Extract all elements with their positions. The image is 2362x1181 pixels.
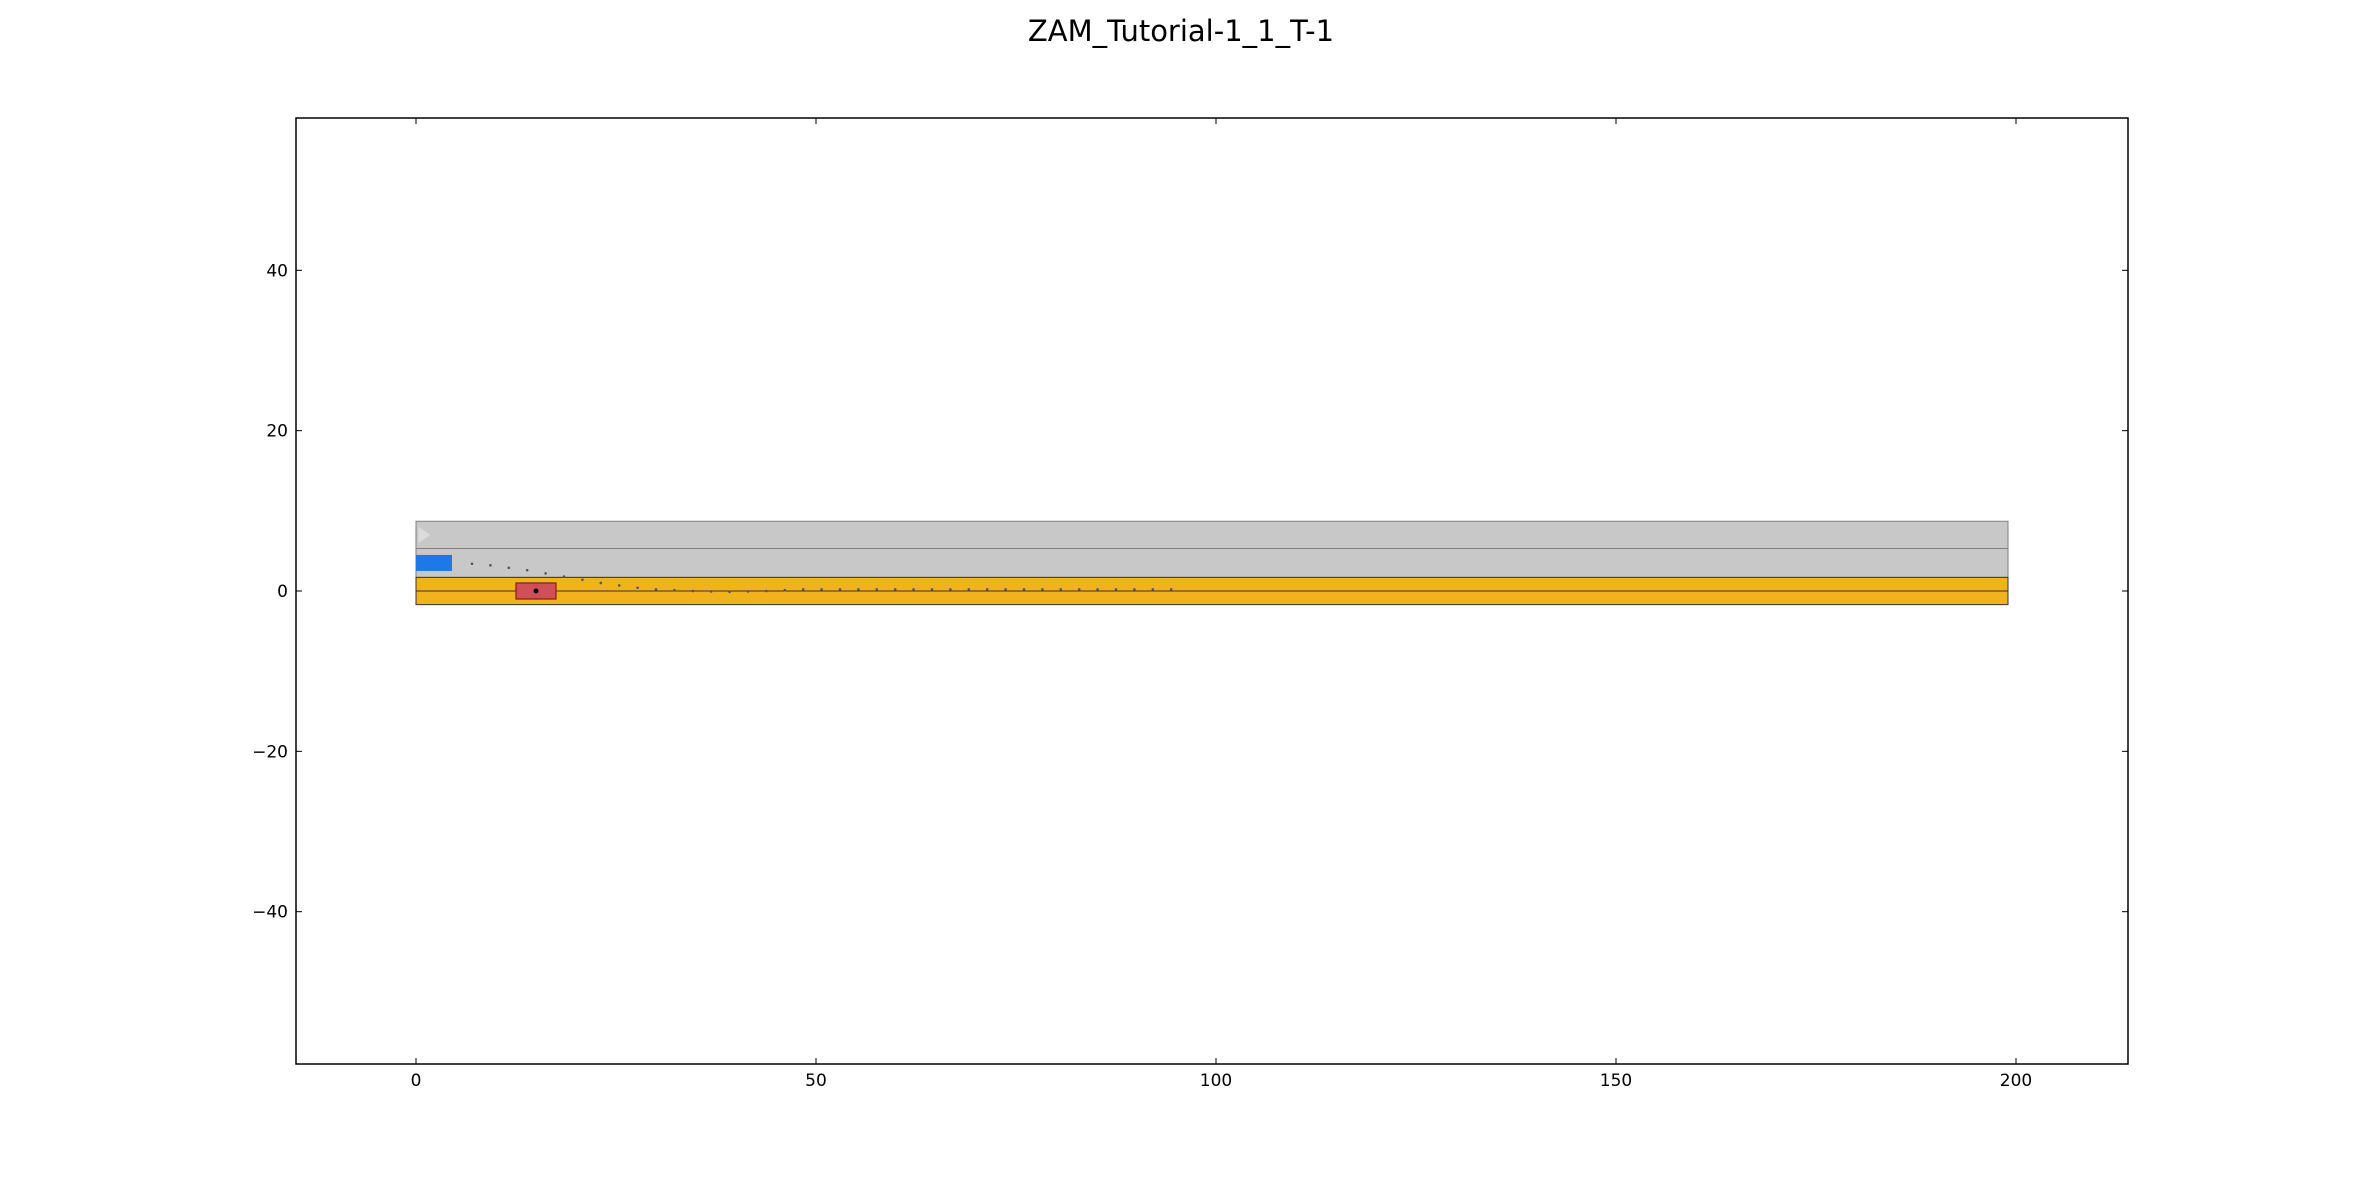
plot-area [415, 520, 2009, 606]
trajectory-point [857, 588, 860, 591]
y-tick-label: 20 [266, 422, 288, 442]
x-tick-label: 100 [1200, 1071, 1232, 1091]
trajectory-point [709, 590, 713, 593]
trajectory-point [1114, 588, 1118, 591]
trajectory-point [1022, 588, 1026, 591]
trajectory-point [470, 562, 474, 566]
trajectory-point [967, 588, 971, 591]
trajectory-point [1077, 588, 1081, 591]
trajectory-point [912, 588, 915, 591]
start-marker [418, 526, 431, 543]
trajectory-point [1151, 588, 1155, 591]
trajectory-point [1041, 588, 1044, 591]
trajectory-point [801, 588, 805, 591]
trajectory-point [930, 588, 934, 591]
trajectory-point [746, 590, 750, 593]
upper-lane [415, 520, 2009, 550]
goal-lane-bottom [415, 590, 2009, 606]
trajectory-point [1004, 588, 1007, 591]
trajectory-point [985, 588, 989, 591]
trajectory-point [875, 588, 879, 591]
trajectory-point [599, 581, 603, 585]
x-tick-label: 200 [2000, 1071, 2032, 1091]
trajectory-point [765, 589, 768, 593]
target-vehicle-center [533, 588, 539, 594]
trajectory-point [507, 566, 511, 570]
trajectory-point [728, 590, 731, 594]
trajectory-point [1096, 588, 1099, 591]
chart-title: ZAM_Tutorial-1_1_T-1 [1027, 14, 1335, 48]
trajectory-point [1169, 588, 1173, 591]
y-tick-label: 0 [277, 582, 288, 602]
ego-vehicle [416, 554, 452, 571]
trajectory-point [654, 588, 658, 591]
y-tick-label: −40 [252, 903, 288, 923]
x-tick-label: 150 [1600, 1071, 1632, 1091]
trajectory-point [673, 588, 676, 592]
y-tick-label: 40 [266, 261, 288, 281]
trajectory-point [949, 588, 952, 591]
middle-lane [415, 548, 2009, 578]
trajectory-point [544, 572, 547, 575]
trajectory-point [636, 586, 639, 590]
y-tick-label: −20 [252, 742, 288, 762]
trajectory-point [525, 568, 529, 572]
trajectory-point [489, 564, 492, 567]
trajectory-point [617, 584, 621, 587]
x-tick-label: 0 [411, 1071, 422, 1091]
trajectory-point [581, 578, 584, 582]
trajectory-point [1133, 588, 1136, 591]
x-tick-label: 50 [805, 1071, 827, 1091]
trajectory-point [783, 588, 787, 592]
trajectory-point [691, 589, 695, 593]
trajectory-point [1059, 588, 1063, 591]
trajectory-point [893, 588, 897, 591]
trajectory-point [838, 588, 842, 591]
trajectory-point [562, 575, 566, 578]
trajectory-point [820, 588, 823, 591]
